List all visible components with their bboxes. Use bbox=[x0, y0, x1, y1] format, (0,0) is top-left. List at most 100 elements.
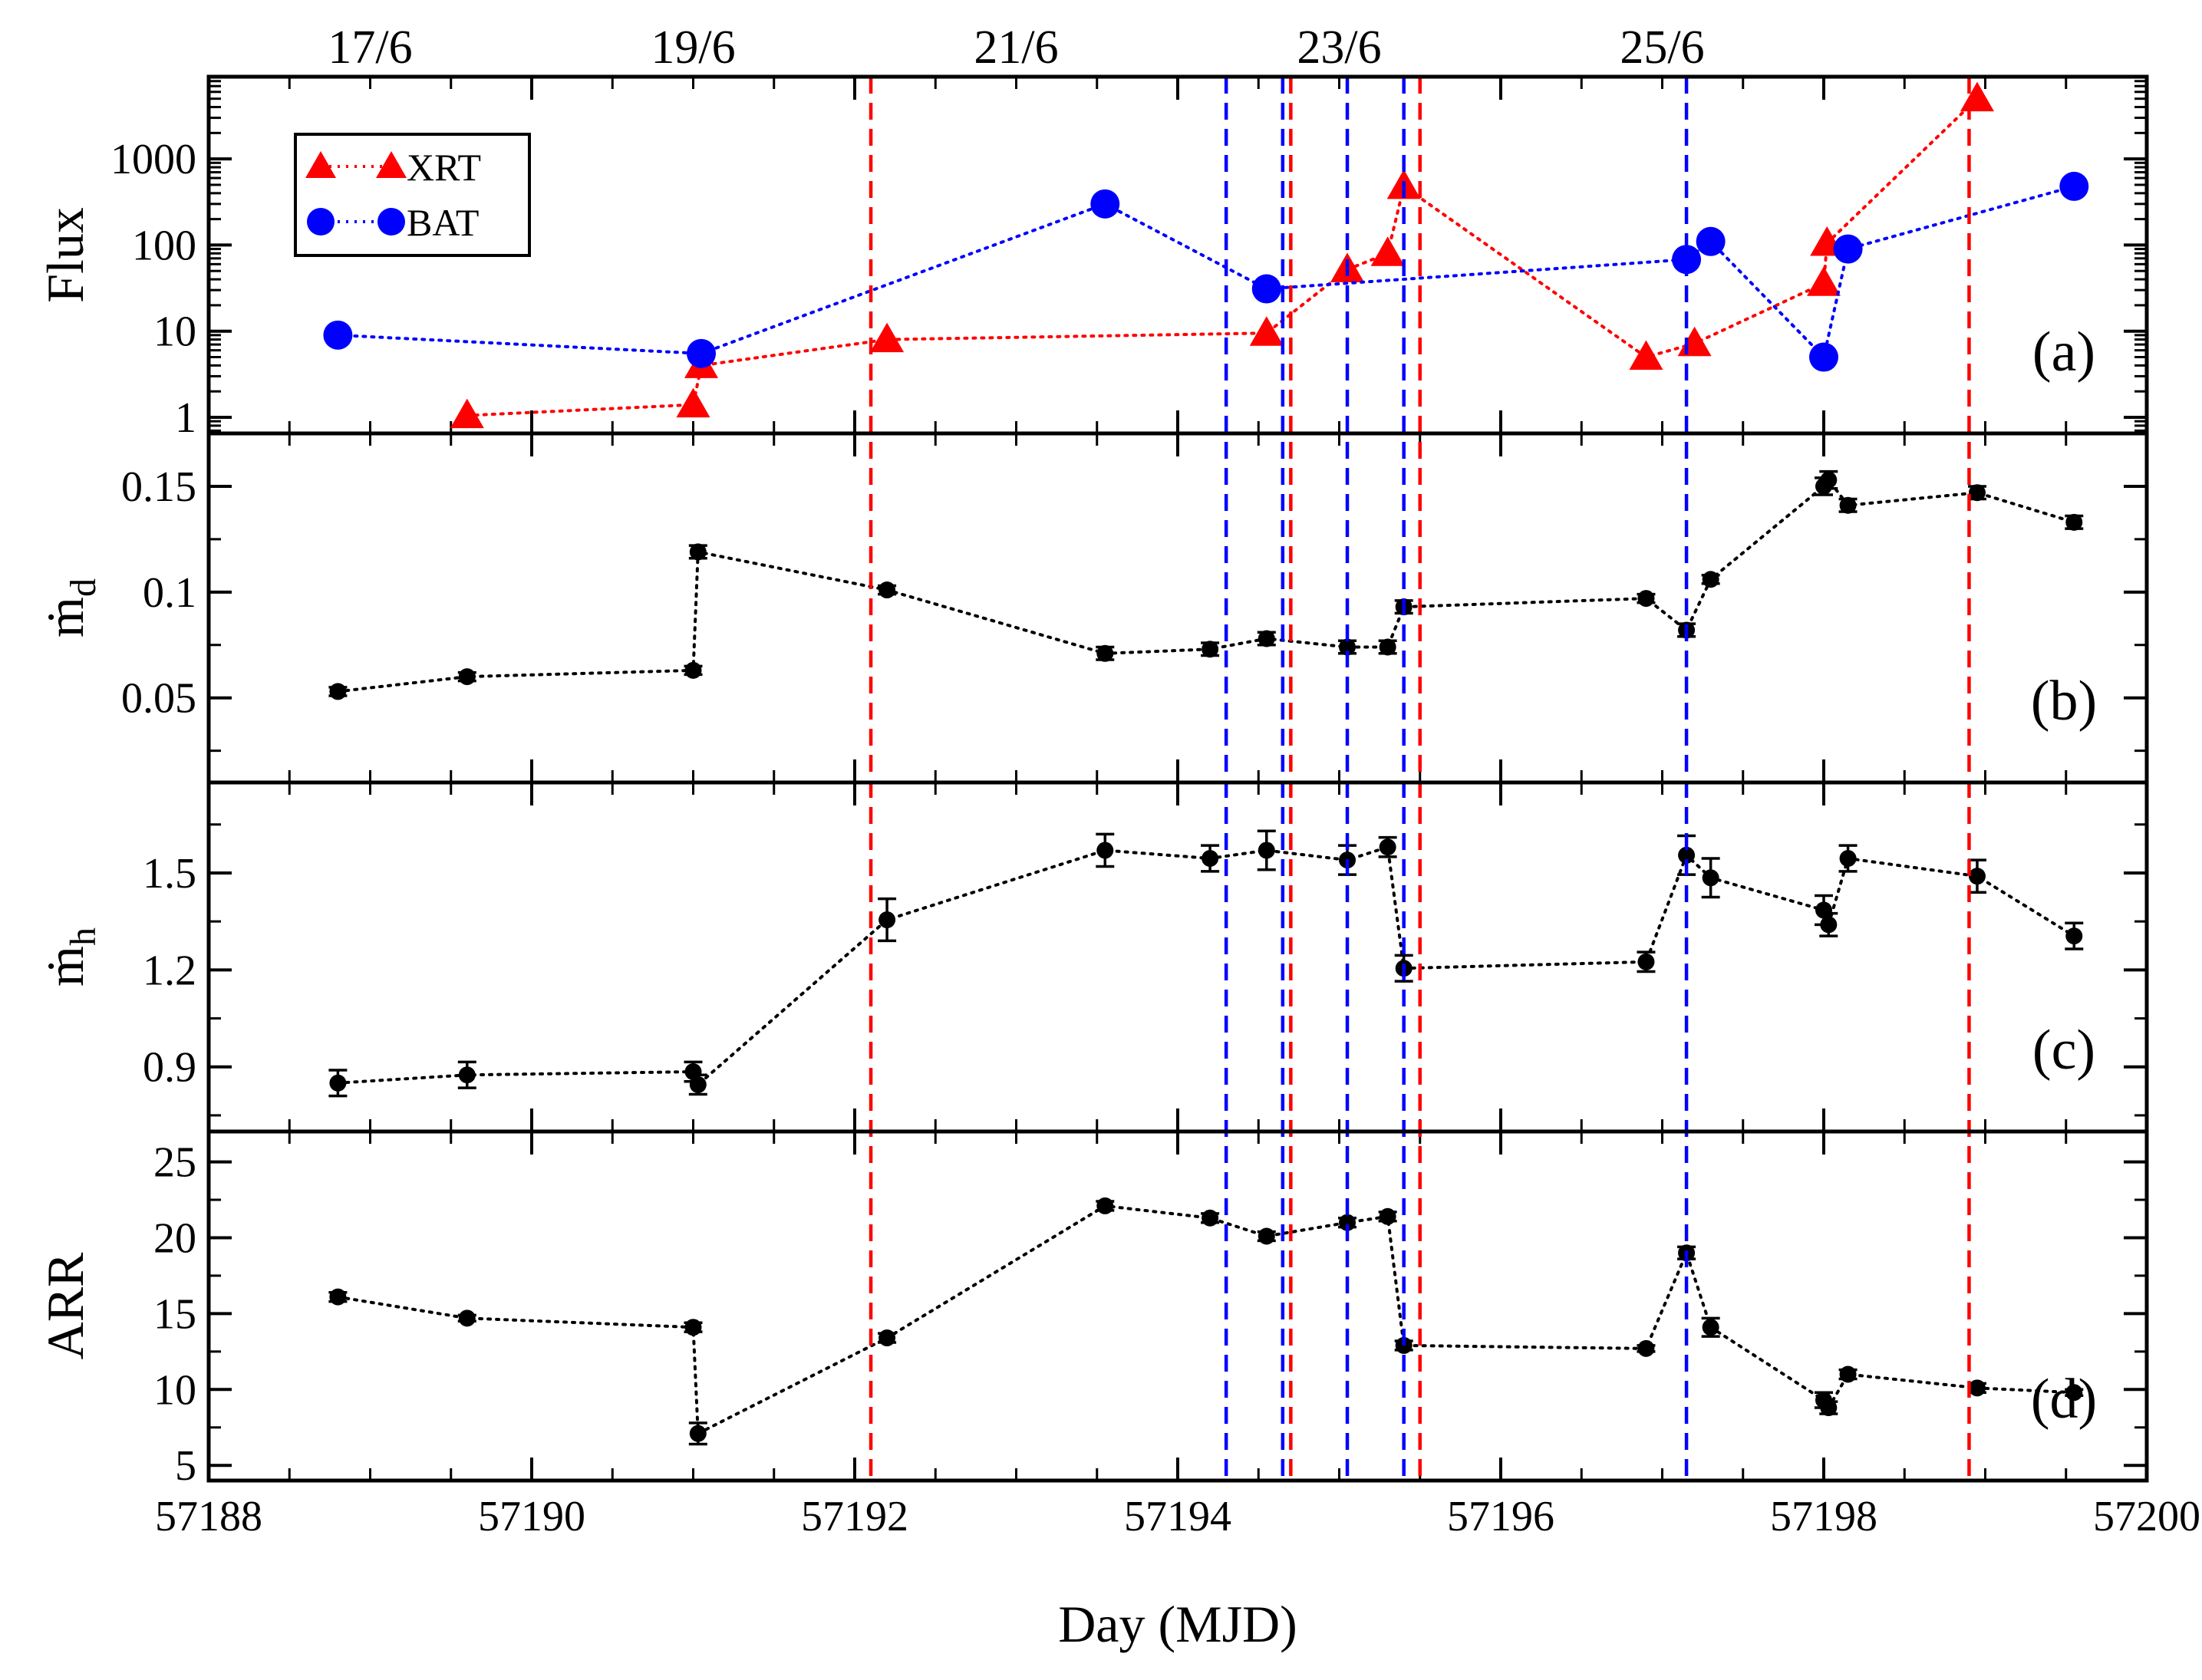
data-point bbox=[684, 661, 702, 679]
legend-marker bbox=[305, 151, 336, 178]
x-tick-label: 57198 bbox=[1770, 1493, 1877, 1540]
data-point bbox=[1678, 846, 1696, 864]
data-point bbox=[1258, 842, 1275, 859]
y-axis-label: ṁd bbox=[36, 578, 104, 637]
data-point bbox=[1807, 266, 1841, 296]
data-point bbox=[1090, 189, 1120, 219]
data-point bbox=[1339, 638, 1356, 656]
data-point bbox=[1839, 850, 1857, 868]
data-point bbox=[684, 1063, 702, 1081]
data-point bbox=[2065, 1384, 2083, 1402]
panel-a: 1 10 100 1000 Flux (a) XRT BAT bbox=[36, 77, 2148, 442]
data-point bbox=[1702, 869, 1719, 887]
legend-marker bbox=[307, 208, 335, 236]
panel-tag: (c) bbox=[2032, 1019, 2095, 1082]
y-tick-label: 1 bbox=[175, 394, 196, 442]
panel-c: 0.9 1.2 1.5 ṁh (c) bbox=[36, 782, 2148, 1132]
data-point bbox=[1096, 1197, 1114, 1214]
top-date-label: 19/6 bbox=[651, 21, 735, 74]
x-tick-label: 57194 bbox=[1124, 1493, 1231, 1540]
data-point bbox=[1096, 842, 1114, 859]
top-date-label: 21/6 bbox=[974, 21, 1058, 74]
legend-marker bbox=[377, 208, 405, 236]
data-point bbox=[323, 320, 353, 350]
data-point bbox=[870, 322, 905, 353]
data-point bbox=[1677, 326, 1712, 357]
data-point bbox=[684, 1319, 702, 1336]
y-tick-label: 0.05 bbox=[121, 675, 196, 723]
y-tick-label: 0.1 bbox=[143, 569, 196, 617]
panel-b: 0.05 0.1 0.15 ṁd (b) bbox=[36, 432, 2148, 782]
legend-label: BAT bbox=[407, 201, 479, 244]
panel-frame bbox=[206, 431, 2149, 785]
data-point bbox=[1820, 916, 1838, 934]
data-point bbox=[687, 338, 717, 368]
y-axis-label: Flux bbox=[36, 207, 94, 303]
y-tick-label: 0.9 bbox=[143, 1044, 196, 1092]
data-point bbox=[1202, 641, 1219, 658]
data-point bbox=[1258, 1227, 1275, 1245]
y-tick-label: 10 bbox=[153, 308, 196, 356]
series-bat bbox=[323, 171, 2089, 372]
data-point bbox=[329, 1074, 347, 1092]
data-point bbox=[689, 1076, 707, 1093]
data-point bbox=[1249, 316, 1284, 346]
y-tick-label: 1000 bbox=[110, 136, 196, 183]
data-point bbox=[1096, 644, 1114, 662]
top-date-label: 25/6 bbox=[1620, 21, 1704, 74]
data-point bbox=[1820, 1399, 1838, 1417]
data-point bbox=[1820, 471, 1838, 489]
y-tick-label: 25 bbox=[153, 1139, 196, 1187]
panel-frame bbox=[206, 1129, 2149, 1483]
series-mdot-h bbox=[328, 829, 2084, 1098]
series-line bbox=[336, 845, 2076, 1088]
data-point bbox=[1339, 1214, 1356, 1231]
series-arr bbox=[328, 1197, 2084, 1446]
data-point bbox=[1251, 274, 1281, 304]
series-line bbox=[336, 477, 2076, 693]
data-point bbox=[1702, 571, 1719, 588]
y-axis-label: ṁh bbox=[36, 927, 104, 987]
data-point bbox=[878, 581, 896, 599]
data-point bbox=[1839, 496, 1857, 514]
data-point bbox=[1629, 340, 1663, 371]
data-point bbox=[878, 911, 896, 929]
x-axis-label: Day (MJD) bbox=[1058, 1595, 1297, 1653]
data-point bbox=[1968, 868, 1986, 885]
data-point bbox=[1815, 901, 1832, 919]
legend-label: XRT bbox=[407, 146, 481, 189]
top-date-label: 23/6 bbox=[1297, 21, 1381, 74]
data-point bbox=[450, 398, 484, 429]
x-tick-label: 57196 bbox=[1447, 1493, 1554, 1540]
legend-marker bbox=[376, 151, 407, 178]
data-point bbox=[458, 1309, 476, 1327]
data-point bbox=[2065, 513, 2083, 531]
data-point bbox=[458, 1066, 476, 1084]
data-point bbox=[1202, 1209, 1219, 1227]
data-point bbox=[1833, 234, 1863, 264]
y-tick-label: 15 bbox=[153, 1290, 196, 1338]
y-tick-label: 10 bbox=[153, 1366, 196, 1414]
x-tick-label: 57192 bbox=[801, 1493, 908, 1540]
data-point bbox=[1637, 590, 1655, 608]
top-date-label: 17/6 bbox=[328, 21, 412, 74]
y-axis-label-sub: h bbox=[63, 927, 104, 946]
data-point bbox=[1379, 638, 1396, 656]
data-point bbox=[1960, 81, 1994, 112]
panel-tag: (d) bbox=[2031, 1368, 2097, 1431]
x-tick-label: 57200 bbox=[2093, 1493, 2200, 1540]
legend-box bbox=[294, 133, 531, 257]
y-axis-label-main: ṁ bbox=[36, 946, 94, 987]
y-axis-label: ARR bbox=[36, 1252, 94, 1359]
data-point bbox=[2065, 927, 2083, 945]
data-point bbox=[1637, 1339, 1655, 1357]
data-point bbox=[329, 683, 347, 700]
y-tick-label: 100 bbox=[132, 222, 196, 269]
data-point bbox=[1258, 630, 1275, 647]
panel-tag: (a) bbox=[2032, 321, 2095, 384]
y-axis-label-main: ṁ bbox=[36, 597, 94, 637]
y-tick-label: 20 bbox=[153, 1214, 196, 1262]
panel-tag: (b) bbox=[2031, 670, 2097, 733]
labels-layer: Day (MJD) 57188 57190 57192 57194 57196 57198… bbox=[155, 21, 2200, 1653]
